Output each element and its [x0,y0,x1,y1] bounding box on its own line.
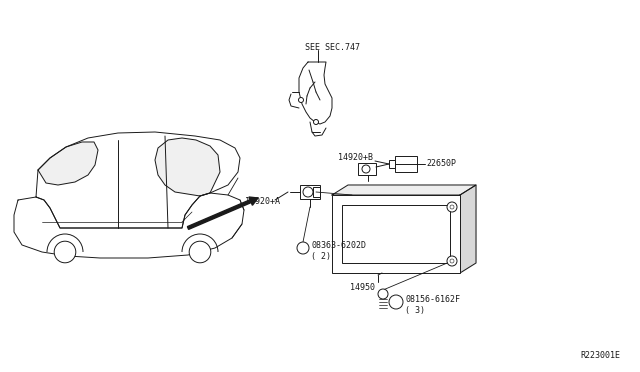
Text: S: S [301,245,305,251]
Text: ( 2): ( 2) [311,251,331,260]
Text: SEE SEC.747: SEE SEC.747 [305,43,360,52]
Bar [395,156,417,172]
Circle shape [54,241,76,263]
Circle shape [447,202,457,212]
Bar [358,163,376,175]
Circle shape [389,295,403,309]
Bar [342,205,450,263]
Text: 14920+A: 14920+A [245,198,280,206]
Polygon shape [155,138,220,196]
Polygon shape [460,185,476,273]
Bar [300,185,320,199]
Polygon shape [299,62,332,124]
Circle shape [450,205,454,209]
Circle shape [189,241,211,263]
Text: R223001E: R223001E [580,351,620,360]
Polygon shape [36,132,240,228]
Circle shape [378,289,388,299]
Polygon shape [332,185,476,195]
Text: B: B [394,298,398,307]
Circle shape [362,165,370,173]
Text: 08156-6162F: 08156-6162F [405,295,460,305]
Text: 22650P: 22650P [426,160,456,169]
Polygon shape [14,193,244,258]
Circle shape [303,187,313,197]
Text: 14920+B: 14920+B [338,154,373,163]
Bar [313,187,320,197]
Text: ( 3): ( 3) [405,305,425,314]
Circle shape [450,259,454,263]
Circle shape [447,256,457,266]
Bar [332,195,460,273]
Text: 14950: 14950 [350,283,375,292]
Circle shape [297,242,309,254]
Polygon shape [38,142,98,185]
Bar [389,160,395,168]
FancyArrow shape [188,197,258,230]
Circle shape [314,119,319,125]
Text: 08363-6202D: 08363-6202D [311,241,366,250]
Circle shape [298,97,303,103]
